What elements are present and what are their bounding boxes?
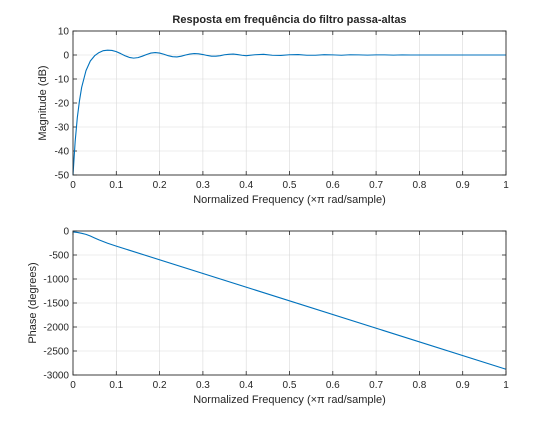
- phase-x-tick-label: 0.9: [456, 380, 470, 391]
- phase-ticks: 0 0.1 0.2 0.3 0.4 0.5 0.6 0.7 0.8 0.9 1 0 -500 -1000 -…: [43, 227, 509, 392]
- magnitude-x-tick-label: 0.1: [109, 180, 123, 191]
- phase-y-tick-label: -500: [49, 251, 69, 262]
- phase-y-axis-label: Phase (degrees): [27, 262, 39, 343]
- phase-x-tick-label: 0.2: [153, 380, 167, 391]
- phase-x-tick-label: 0.8: [412, 380, 426, 391]
- phase-x-tick-label: 0.1: [109, 380, 123, 391]
- magnitude-axes-frame: [72, 30, 507, 176]
- phase-x-tick-label: 0.4: [239, 380, 253, 391]
- phase-x-tick-label: 0.3: [196, 380, 210, 391]
- magnitude-y-axis-label: Magnitude (dB): [37, 65, 49, 140]
- magnitude-x-tick-label: 0.4: [239, 180, 253, 191]
- phase-y-tick-label: -2000: [43, 323, 69, 334]
- phase-y-tick-label: 0: [63, 227, 69, 238]
- phase-x-axis-label: Normalized Frequency (×π rad/sample): [193, 394, 386, 406]
- magnitude-x-tick-label: 0.6: [326, 180, 340, 191]
- magnitude-x-tick-label: 0.5: [283, 180, 297, 191]
- phase-y-tick-label: -3000: [43, 371, 69, 382]
- magnitude-y-tick-label: 0: [63, 51, 69, 62]
- magnitude-x-tick-label: 0.3: [196, 180, 210, 191]
- phase-series-line: [72, 231, 507, 370]
- phase-series-group: [72, 231, 507, 370]
- phase-y-tick-label: -1000: [43, 275, 69, 286]
- phase-y-tick-label: -1500: [43, 299, 69, 310]
- magnitude-x-tick-label: 1: [503, 180, 509, 191]
- magnitude-plot: 0 0.1 0.2 0.3 0.4 0.5 0.6 0.7 0.8 0.9 1 10 0 -10 -20 -3…: [37, 14, 509, 206]
- magnitude-x-axis-label: Normalized Frequency (×π rad/sample): [193, 194, 386, 206]
- magnitude-plot-title: Resposta em frequência do filtro passa-a…: [172, 14, 406, 26]
- phase-x-tick-label: 0.7: [369, 380, 383, 391]
- magnitude-series-line: [72, 49, 506, 176]
- phase-axes-frame: [72, 230, 507, 376]
- magnitude-y-tick-label: -20: [55, 99, 70, 110]
- phase-x-tick-label: 0: [70, 380, 76, 391]
- magnitude-x-tick-label: 0: [70, 180, 76, 191]
- phase-y-tick-label: -2500: [43, 347, 69, 358]
- phase-plot: 0 0.1 0.2 0.3 0.4 0.5 0.6 0.7 0.8 0.9 1 0 -500 -1000 -…: [27, 227, 509, 407]
- magnitude-y-tick-label: -10: [55, 75, 70, 86]
- magnitude-x-tick-label: 0.2: [153, 180, 167, 191]
- magnitude-y-tick-label: -40: [55, 147, 70, 158]
- magnitude-x-tick-label: 0.8: [412, 180, 426, 191]
- phase-x-tick-label: 1: [503, 380, 509, 391]
- phase-x-tick-label: 0.5: [283, 380, 297, 391]
- magnitude-y-tick-label: -50: [55, 171, 70, 182]
- magnitude-x-tick-label: 0.7: [369, 180, 383, 191]
- phase-x-tick-label: 0.6: [326, 380, 340, 391]
- magnitude-series-group: [72, 49, 506, 176]
- magnitude-y-tick-label: -30: [55, 123, 70, 134]
- magnitude-y-tick-label: 10: [58, 27, 70, 38]
- magnitude-x-tick-label: 0.9: [456, 180, 470, 191]
